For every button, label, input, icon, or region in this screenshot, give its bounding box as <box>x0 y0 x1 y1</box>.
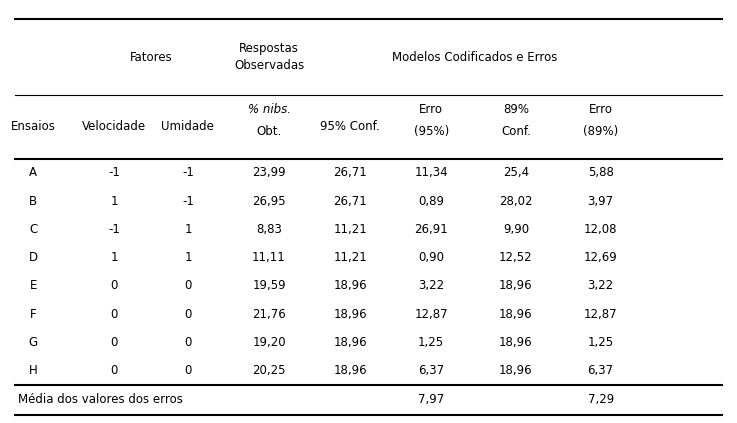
Text: 12,69: 12,69 <box>584 251 618 264</box>
Text: -1: -1 <box>182 166 194 179</box>
Text: 20,25: 20,25 <box>252 364 286 377</box>
Text: Erro: Erro <box>589 104 612 116</box>
Text: 6,37: 6,37 <box>418 364 444 377</box>
Text: 7,97: 7,97 <box>418 393 444 406</box>
Text: Fatores: Fatores <box>130 51 172 63</box>
Text: 1: 1 <box>111 251 118 264</box>
Text: 0: 0 <box>111 336 118 349</box>
Text: H: H <box>29 364 38 377</box>
Text: 18,96: 18,96 <box>333 308 367 321</box>
Text: 26,71: 26,71 <box>333 195 367 208</box>
Text: C: C <box>29 223 38 236</box>
Text: Respostas
Observadas: Respostas Observadas <box>234 42 304 72</box>
Text: 7,29: 7,29 <box>587 393 614 406</box>
Text: 11,21: 11,21 <box>333 251 367 264</box>
Text: Obt.: Obt. <box>256 125 282 137</box>
Text: 18,96: 18,96 <box>499 308 533 321</box>
Text: Velocidade: Velocidade <box>82 121 147 133</box>
Text: 23,99: 23,99 <box>252 166 286 179</box>
Text: 9,90: 9,90 <box>503 223 529 236</box>
Text: (89%): (89%) <box>583 125 618 137</box>
Text: 3,22: 3,22 <box>587 280 614 292</box>
Text: 18,96: 18,96 <box>499 364 533 377</box>
Text: 3,22: 3,22 <box>418 280 444 292</box>
Text: 12,87: 12,87 <box>414 308 448 321</box>
Text: 25,4: 25,4 <box>503 166 529 179</box>
Text: G: G <box>29 336 38 349</box>
Text: 21,76: 21,76 <box>252 308 286 321</box>
Text: 0: 0 <box>184 336 192 349</box>
Text: -1: -1 <box>108 223 120 236</box>
Text: 0,90: 0,90 <box>418 251 444 264</box>
Text: Erro: Erro <box>419 104 443 116</box>
Text: 11,11: 11,11 <box>252 251 286 264</box>
Text: 0: 0 <box>111 280 118 292</box>
Text: 19,20: 19,20 <box>252 336 286 349</box>
Text: 1,25: 1,25 <box>418 336 444 349</box>
Text: 0: 0 <box>111 308 118 321</box>
Text: D: D <box>29 251 38 264</box>
Text: 12,87: 12,87 <box>584 308 618 321</box>
Text: Conf.: Conf. <box>501 125 531 137</box>
Text: Umidade: Umidade <box>161 121 214 133</box>
Text: 1: 1 <box>111 195 118 208</box>
Text: 0: 0 <box>184 280 192 292</box>
Text: 18,96: 18,96 <box>333 364 367 377</box>
Text: 11,34: 11,34 <box>414 166 448 179</box>
Text: -1: -1 <box>182 195 194 208</box>
Text: Média dos valores dos erros: Média dos valores dos erros <box>18 393 184 406</box>
Text: 1,25: 1,25 <box>587 336 614 349</box>
Text: 89%: 89% <box>503 104 529 116</box>
Text: (95%): (95%) <box>413 125 449 137</box>
Text: 18,96: 18,96 <box>333 336 367 349</box>
Text: 26,95: 26,95 <box>252 195 286 208</box>
Text: 26,91: 26,91 <box>414 223 448 236</box>
Text: 8,83: 8,83 <box>256 223 282 236</box>
Text: 11,21: 11,21 <box>333 223 367 236</box>
Text: 0: 0 <box>111 364 118 377</box>
Text: 28,02: 28,02 <box>499 195 533 208</box>
Text: A: A <box>29 166 37 179</box>
Text: Modelos Codificados e Erros: Modelos Codificados e Erros <box>392 51 557 63</box>
Text: 1: 1 <box>184 223 192 236</box>
Text: 18,96: 18,96 <box>333 280 367 292</box>
Text: F: F <box>30 308 36 321</box>
Text: 5,88: 5,88 <box>587 166 614 179</box>
Text: 0,89: 0,89 <box>418 195 444 208</box>
Text: 6,37: 6,37 <box>587 364 614 377</box>
Text: Ensaios: Ensaios <box>11 121 55 133</box>
Text: 18,96: 18,96 <box>499 336 533 349</box>
Text: 3,97: 3,97 <box>587 195 614 208</box>
Text: 95% Conf.: 95% Conf. <box>321 121 380 133</box>
Text: 12,08: 12,08 <box>584 223 618 236</box>
Text: -1: -1 <box>108 166 120 179</box>
Text: 12,52: 12,52 <box>499 251 533 264</box>
Text: 0: 0 <box>184 364 192 377</box>
Text: % nibs.: % nibs. <box>248 104 290 116</box>
Text: 26,71: 26,71 <box>333 166 367 179</box>
Text: 18,96: 18,96 <box>499 280 533 292</box>
Text: 1: 1 <box>184 251 192 264</box>
Text: E: E <box>29 280 37 292</box>
Text: B: B <box>29 195 38 208</box>
Text: 19,59: 19,59 <box>252 280 286 292</box>
Text: 0: 0 <box>184 308 192 321</box>
